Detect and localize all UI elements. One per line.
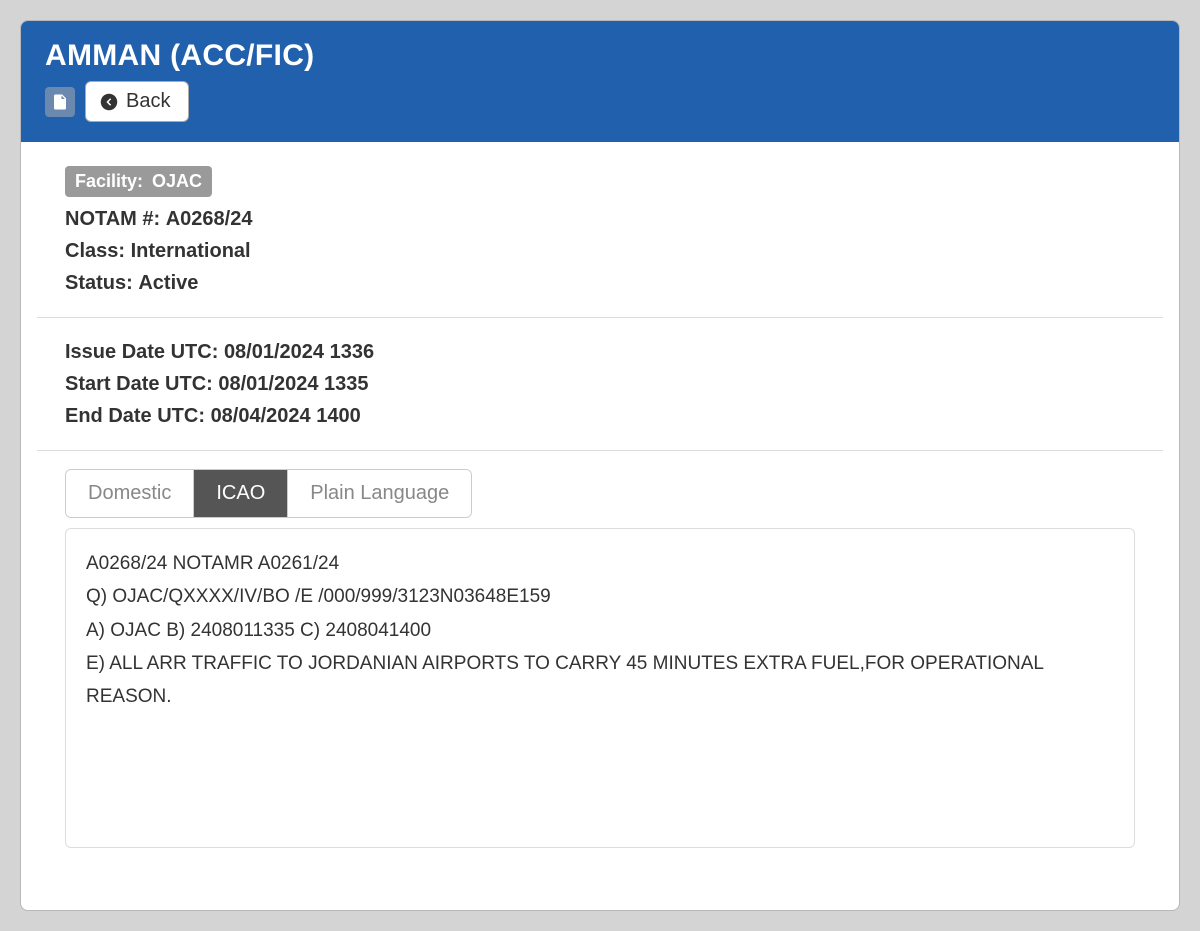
status-line: Status: Active [65, 267, 1135, 299]
status-value: Active [138, 272, 198, 294]
end-date-value: 08/04/2024 1400 [211, 405, 361, 427]
notam-text-line: E) ALL ARR TRAFFIC TO JORDANIAN AIRPORTS… [86, 647, 1114, 714]
card-header: AMMAN (ACC/FIC) Back [21, 21, 1179, 142]
start-date-label: Start Date UTC: [65, 373, 218, 395]
page-title: AMMAN (ACC/FIC) [45, 39, 1155, 73]
issue-date-value: 08/01/2024 1336 [224, 341, 374, 363]
pdf-icon [51, 93, 69, 111]
start-date-line: Start Date UTC: 08/01/2024 1335 [65, 368, 1135, 400]
notam-card: AMMAN (ACC/FIC) Back Facility: OJAC [20, 20, 1180, 911]
identity-section: Facility: OJAC NOTAM #: A0268/24 Class: … [65, 162, 1135, 317]
export-pdf-button[interactable] [45, 87, 75, 117]
end-date-line: End Date UTC: 08/04/2024 1400 [65, 400, 1135, 432]
class-label: Class: [65, 240, 131, 262]
tab-domestic[interactable]: Domestic [66, 470, 194, 517]
divider [37, 450, 1163, 451]
notam-text-panel: A0268/24 NOTAMR A0261/24 Q) OJAC/QXXXX/I… [65, 528, 1135, 848]
notam-text-line: A) OJAC B) 2408011335 C) 2408041400 [86, 614, 1114, 647]
issue-date-line: Issue Date UTC: 08/01/2024 1336 [65, 336, 1135, 368]
header-actions: Back [45, 81, 1155, 122]
issue-date-label: Issue Date UTC: [65, 341, 224, 363]
class-line: Class: International [65, 235, 1135, 267]
back-button-label: Back [126, 90, 170, 113]
class-value: International [131, 240, 251, 262]
tab-plain-language[interactable]: Plain Language [288, 470, 471, 517]
notam-number-line: NOTAM #: A0268/24 [65, 203, 1135, 235]
facility-label: Facility: [75, 171, 143, 191]
notam-number-value: A0268/24 [166, 208, 253, 230]
status-label: Status: [65, 272, 138, 294]
start-date-value: 08/01/2024 1335 [218, 373, 368, 395]
card-body: Facility: OJAC NOTAM #: A0268/24 Class: … [21, 142, 1179, 872]
back-arrow-icon [100, 93, 118, 111]
tab-icao[interactable]: ICAO [194, 470, 288, 517]
back-button[interactable]: Back [85, 81, 189, 122]
notam-text-line: A0268/24 NOTAMR A0261/24 [86, 547, 1114, 580]
facility-badge: Facility: OJAC [65, 166, 212, 197]
format-tabs: Domestic ICAO Plain Language [65, 469, 472, 518]
notam-text-line: Q) OJAC/QXXXX/IV/BO /E /000/999/3123N036… [86, 580, 1114, 613]
dates-section: Issue Date UTC: 08/01/2024 1336 Start Da… [65, 332, 1135, 450]
end-date-label: End Date UTC: [65, 405, 211, 427]
facility-value: OJAC [152, 171, 202, 191]
divider [37, 317, 1163, 318]
notam-number-label: NOTAM #: [65, 208, 166, 230]
